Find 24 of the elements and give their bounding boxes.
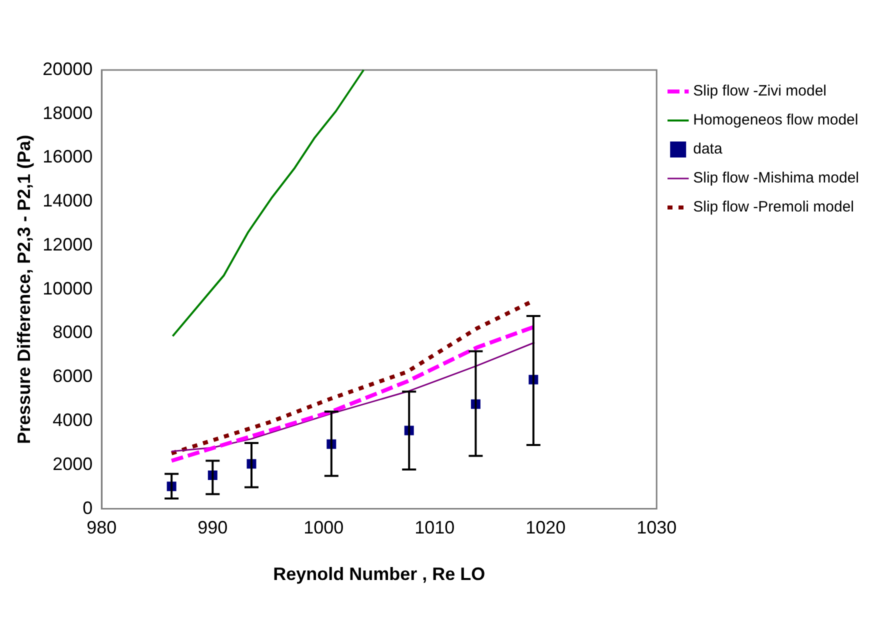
y-tick-label: 12000 <box>42 234 93 254</box>
y-tick-label: 10000 <box>42 278 93 298</box>
legend-label: Slip flow -Zivi model <box>693 82 826 100</box>
x-tick-label: 990 <box>198 518 228 538</box>
x-tick-label: 1000 <box>304 518 344 538</box>
y-tick-label: 4000 <box>52 410 93 430</box>
y-axis-title: Pressure Difference, P2,3 - P2,1 (Pa) <box>14 134 34 444</box>
y-tick-label: 18000 <box>42 102 93 123</box>
y-tick-label: 20000 <box>42 58 93 79</box>
y-tick-label: 0 <box>82 498 93 518</box>
y-tick-label: 14000 <box>42 190 93 211</box>
y-tick-label: 6000 <box>52 366 93 386</box>
x-tick-label: 1010 <box>414 518 455 538</box>
legend-label: data <box>693 140 723 158</box>
y-tick-label: 2000 <box>52 454 93 474</box>
legend-label: Homogeneos flow model <box>693 112 858 129</box>
legend-label: Slip flow -Premoli model <box>693 198 854 216</box>
y-tick-label: 16000 <box>42 146 93 167</box>
x-tick-label: 980 <box>86 518 117 538</box>
x-tick-label: 1020 <box>526 518 566 538</box>
x-axis-title: Reynold Number , Re LO <box>273 564 486 584</box>
legend-label: Slip flow -Mishima model <box>693 170 860 187</box>
y-tick-label: 8000 <box>52 322 93 342</box>
x-tick-label: 1030 <box>636 518 677 538</box>
